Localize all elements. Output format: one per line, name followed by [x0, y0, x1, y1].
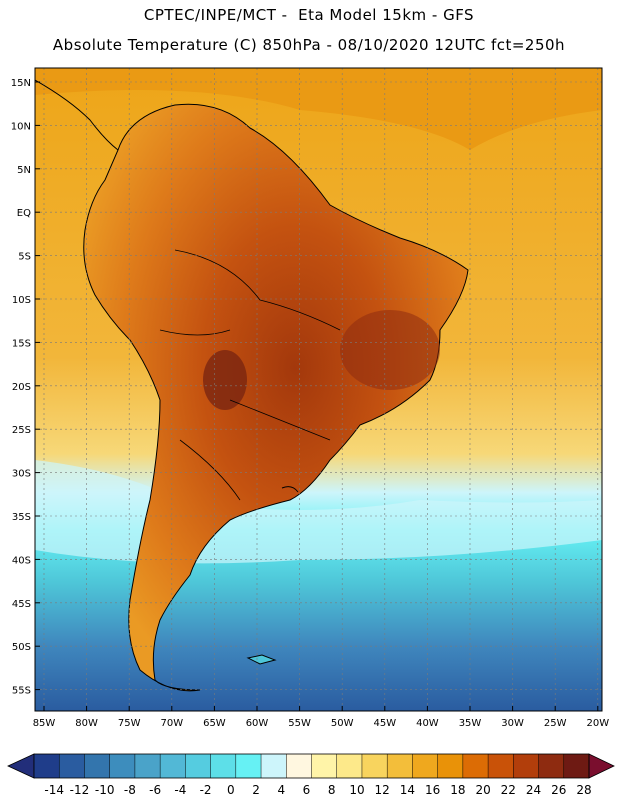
lat-tick-label: 20S — [12, 382, 31, 393]
colorbar-swatch — [361, 754, 388, 778]
colorbar-swatch — [235, 754, 262, 778]
lat-tick-label: EQ — [17, 208, 31, 219]
colorbar-label: 2 — [252, 783, 260, 797]
colorbar-label: 22 — [501, 783, 516, 797]
colorbar-label: -2 — [200, 783, 212, 797]
graticule — [35, 68, 602, 711]
colorbar-swatch — [286, 754, 312, 778]
lon-tick-label: 30W — [501, 718, 524, 729]
lon-tick-label: 80W — [75, 718, 98, 729]
colorbar-label: 24 — [526, 783, 541, 797]
colorbar-swatch — [462, 754, 489, 778]
lon-tick-label: 45W — [373, 718, 396, 729]
colorbar-swatch — [311, 754, 338, 778]
colorbar-label: 4 — [277, 783, 285, 797]
north-warm-band — [35, 68, 602, 150]
latitude-axis: 15N 10N 5N EQ 5S 10S 15S 20S 25S 30S 35S 40S 45S 50S 5… — [11, 78, 40, 697]
lat-tick-label: 35S — [12, 512, 31, 523]
colorbar-swatch — [185, 754, 211, 778]
colorbar-swatch — [261, 754, 287, 778]
country-borders — [159, 249, 341, 501]
lon-tick-label: 20W — [586, 718, 609, 729]
lon-tick-label: 70W — [160, 718, 183, 729]
colorbar-swatch — [34, 754, 60, 778]
colorbar-swatch — [488, 754, 514, 778]
colorbar-swatch — [84, 754, 110, 778]
colorbar-swatch — [109, 754, 136, 778]
colorbar-label: -12 — [70, 783, 90, 797]
hot-core-brazil — [340, 310, 440, 390]
colorbar-label: -6 — [149, 783, 161, 797]
colorbar-swatch — [134, 754, 161, 778]
colorbar-swatch — [336, 754, 363, 778]
lon-tick-label: 35W — [459, 718, 482, 729]
lat-tick-label: 50S — [12, 642, 31, 653]
colorbar-label: 14 — [400, 783, 415, 797]
lat-tick-label: 45S — [12, 599, 31, 610]
map-frame — [34, 67, 603, 712]
colorbar-label: -8 — [124, 783, 136, 797]
colorbar-label: -4 — [174, 783, 186, 797]
colorbar-label: 18 — [450, 783, 465, 797]
map-field — [35, 68, 602, 711]
lon-tick-label: 40W — [416, 718, 439, 729]
lagoa-dos-patos — [281, 486, 299, 493]
lat-tick-label: 15N — [11, 78, 31, 89]
lat-tick-label: 15S — [12, 338, 31, 349]
lon-tick-label: 50W — [331, 718, 354, 729]
colorbar-high-arrow — [588, 753, 615, 779]
colorbar-swatch — [563, 754, 590, 778]
lat-tick-label: 5N — [17, 165, 31, 176]
colorbar-swatch — [412, 754, 438, 778]
colorbar-swatch — [59, 754, 85, 778]
colorbar-label: 26 — [551, 783, 566, 797]
lon-tick-label: 75W — [118, 718, 141, 729]
falkland-islands — [246, 654, 277, 665]
colorbar-label: 16 — [425, 783, 440, 797]
colorbar-label: 20 — [475, 783, 490, 797]
colorbar-label: 12 — [375, 783, 390, 797]
lat-tick-label: 5S — [18, 252, 31, 263]
colorbar-swatch — [210, 754, 237, 778]
colorbar-swatch — [513, 754, 539, 778]
colorbar-label: 10 — [349, 783, 364, 797]
lat-tick-label: 10N — [11, 121, 31, 132]
lon-tick-label: 60W — [246, 718, 269, 729]
colorbar: -14 -12 -10 -8 -6 -4 -2 0 2 4 6 8 10 12 14 16 18 20 22 24 26… — [7, 753, 615, 797]
lon-tick-label: 25W — [544, 718, 567, 729]
map-title-line1: CPTEC/INPE/MCT - Eta Model 15km - GFS — [143, 6, 475, 24]
lon-tick-label: 85W — [33, 718, 56, 729]
lon-tick-label: 65W — [203, 718, 226, 729]
colorbar-label: 6 — [303, 783, 311, 797]
map-title-line2: Absolute Temperature (C) 850hPa - 08/10/… — [52, 36, 566, 54]
lat-tick-label: 10S — [12, 295, 31, 306]
colorbar-swatch — [160, 754, 186, 778]
colorbar-label: 28 — [576, 783, 591, 797]
colorbar-swatch — [387, 754, 413, 778]
colorbar-low-arrow — [7, 753, 35, 779]
longitude-axis: 85W 80W 75W 70W 65W 60W 55W 50W 45W 40W 35W 30W 25W 2… — [33, 706, 609, 729]
central-america-coast — [35, 79, 119, 151]
colorbar-label: -14 — [44, 783, 64, 797]
lat-tick-label: 30S — [12, 469, 31, 480]
colorbar-swatch — [437, 754, 464, 778]
colorbar-label: -10 — [95, 783, 115, 797]
colorbar-swatch — [538, 754, 565, 778]
lat-tick-label: 55S — [12, 686, 31, 697]
colorbar-label: 0 — [227, 783, 235, 797]
lat-tick-label: 25S — [12, 425, 31, 436]
lat-tick-label: 40S — [12, 555, 31, 566]
hot-core-chaco — [203, 350, 247, 410]
colorbar-label: 8 — [328, 783, 336, 797]
lon-tick-label: 55W — [288, 718, 311, 729]
